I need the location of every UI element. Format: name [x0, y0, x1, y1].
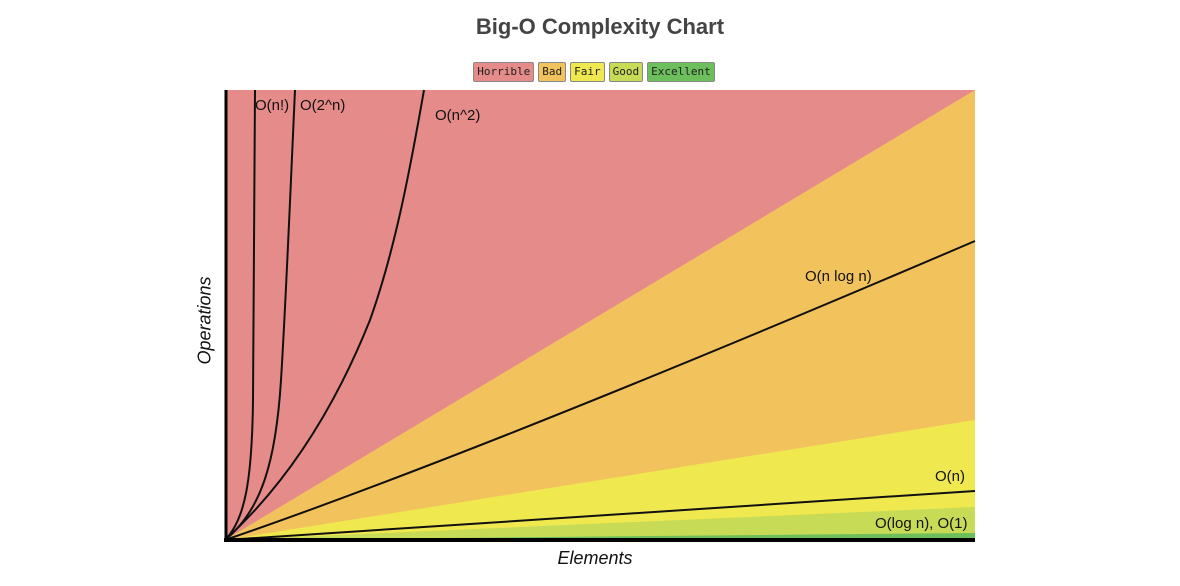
curve-linear: [224, 490, 976, 541]
label-quadratic: O(n^2): [435, 107, 480, 124]
label-exponential: O(2^n): [300, 97, 345, 114]
legend: Horrible Bad Fair Good Excellent: [0, 62, 1180, 82]
curve-nlogn: [224, 240, 976, 541]
curve-quadratic: [224, 89, 425, 541]
region-bad: [225, 90, 975, 540]
chart-title: Big-O Complexity Chart: [475, 14, 725, 39]
curve-exponential: [224, 89, 296, 541]
label-nlogn: O(n log n): [805, 268, 872, 285]
legend-good: Good: [608, 62, 644, 82]
legend-excellent: Excellent: [647, 62, 715, 82]
legend-bad: Bad: [538, 62, 567, 82]
x-axis-label: Elements: [557, 548, 633, 568]
label-linear: O(n): [935, 468, 965, 485]
legend-horrible: Horrible: [473, 62, 535, 82]
region-good: [225, 507, 975, 540]
region-fair: [225, 420, 975, 540]
legend-fair: Fair: [570, 62, 605, 82]
curve-factorial: [224, 89, 256, 541]
label-factorial: O(n!): [255, 97, 289, 114]
label-log-const: O(log n), O(1): [875, 515, 968, 532]
y-axis-label: Operations: [194, 276, 215, 365]
